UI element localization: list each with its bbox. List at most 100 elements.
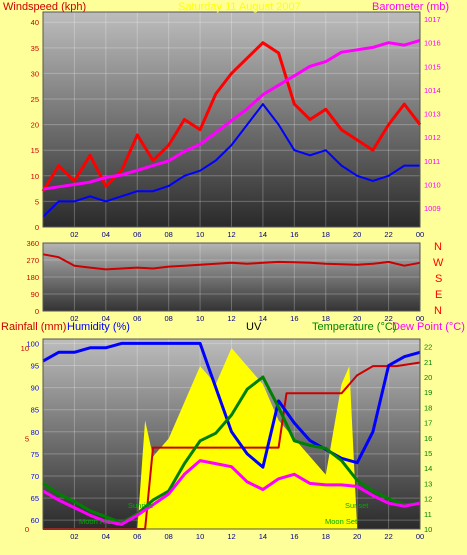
wind-x-tick-label: 10 — [196, 230, 204, 239]
wind-x-tick-label: 06 — [133, 230, 141, 239]
wind-tick-label: 5 — [35, 197, 39, 206]
humidity-tick-label: 85 — [31, 406, 39, 415]
uv-axis-label: UV — [246, 321, 262, 333]
chart-marks — [41, 38, 422, 530]
direction-tick-label: 90 — [31, 290, 39, 299]
chart-date-title: Saturday 11 August 2007 — [178, 1, 301, 13]
humidity-line — [42, 341, 421, 469]
temperature-tick-label: 10 — [424, 525, 432, 534]
temperature-tick-label: 16 — [424, 434, 432, 443]
temperature-tick-label: 19 — [424, 388, 432, 397]
direction-x-tick-label: 08 — [164, 314, 172, 323]
barometer-tick-label: 1010 — [424, 180, 441, 189]
wind-x-tick-label: 20 — [353, 230, 361, 239]
sunset-annotation: Sunset — [345, 501, 369, 510]
direction-x-tick-label: 14 — [259, 314, 267, 323]
temperature-tick-label: 12 — [424, 495, 432, 504]
panel-border — [42, 242, 421, 312]
sunrise-annotation: Sunrise — [128, 501, 153, 510]
humidity-tick-label: 75 — [31, 450, 39, 459]
wind-x-tick-label: 14 — [259, 230, 267, 239]
barometer-tick-label: 1017 — [424, 15, 441, 24]
compass-w: W — [433, 257, 444, 269]
rain-x-tick-label: 08 — [164, 532, 172, 541]
moonset-annotation: Moon Set — [325, 517, 358, 526]
panel-border — [42, 11, 421, 228]
barometer-tick-label: 1015 — [424, 62, 441, 71]
axis-ticks: 0510152025303540100910101011101210131014… — [21, 11, 441, 541]
temperature-line — [42, 375, 421, 525]
rainfall-axis-label: Rainfall (mm) — [1, 321, 66, 333]
windspeed-axis-label: Windspeed (kph) — [3, 1, 86, 13]
dewpoint-axis-label: Dew Point (°C) — [392, 321, 465, 333]
direction-x-tick-label: 02 — [70, 314, 78, 323]
wind-tick-label: 0 — [35, 223, 39, 232]
humidity-tick-label: 95 — [31, 362, 39, 371]
temperature-tick-label: 22 — [424, 343, 432, 352]
humidity-tick-label: 60 — [31, 516, 39, 525]
barometer-tick-label: 1012 — [424, 133, 441, 142]
direction-x-tick-label: 00 — [416, 314, 424, 323]
wind-tick-label: 10 — [31, 172, 39, 181]
humidity-tick-label: 70 — [31, 472, 39, 481]
wind-tick-label: 15 — [31, 146, 39, 155]
compass-n-bottom: N — [434, 305, 442, 317]
rain-x-tick-label: 16 — [290, 532, 298, 541]
temperature-tick-label: 14 — [424, 464, 432, 473]
direction-line — [42, 253, 421, 271]
barometer-axis-label: Barometer (mb) — [372, 1, 449, 13]
rain-x-tick-label: 00 — [416, 532, 424, 541]
humidity-tick-label: 100 — [26, 339, 39, 348]
rain-tick-label: 10 — [21, 344, 29, 353]
rain-x-tick-label: 22 — [384, 532, 392, 541]
temperature-tick-label: 13 — [424, 479, 432, 488]
temperature-axis-label: Temperature (°C) — [312, 321, 396, 333]
wind-tick-label: 20 — [31, 121, 39, 130]
direction-tick-label: 360 — [26, 239, 39, 248]
rain-x-tick-label: 18 — [322, 532, 330, 541]
wind-x-tick-label: 00 — [416, 230, 424, 239]
temperature-tick-label: 11 — [424, 510, 432, 519]
rainfall-line — [43, 361, 421, 530]
wind-x-tick-label: 12 — [227, 230, 235, 239]
humidity-tick-label: 90 — [31, 384, 39, 393]
direction-x-tick-label: 10 — [196, 314, 204, 323]
gust-line — [41, 41, 422, 192]
direction-tick-label: 0 — [35, 307, 39, 316]
rain-x-tick-label: 14 — [259, 532, 267, 541]
compass-s: S — [435, 273, 442, 285]
direction-tick-label: 180 — [26, 273, 39, 282]
wind-x-tick-label: 02 — [70, 230, 78, 239]
wind-x-tick-label: 04 — [102, 230, 110, 239]
barometer-line — [42, 38, 421, 191]
rain-x-tick-label: 10 — [196, 532, 204, 541]
wind-x-tick-label: 18 — [322, 230, 330, 239]
temperature-tick-label: 15 — [424, 449, 432, 458]
moonrise-annotation: Moon Rise — [79, 517, 115, 526]
rain-x-tick-label: 20 — [353, 532, 361, 541]
wind-tick-label: 35 — [31, 44, 39, 53]
wind-x-tick-label: 16 — [290, 230, 298, 239]
direction-x-tick-label: 06 — [133, 314, 141, 323]
panel-direction-bg — [43, 243, 420, 311]
temperature-tick-label: 20 — [424, 373, 432, 382]
direction-x-tick-label: 16 — [290, 314, 298, 323]
panel-border — [42, 338, 421, 530]
direction-x-tick-label: 04 — [102, 314, 110, 323]
wind-x-tick-label: 08 — [164, 230, 172, 239]
humidity-tick-label: 80 — [31, 428, 39, 437]
temperature-tick-label: 17 — [424, 419, 432, 428]
compass-e: E — [435, 289, 442, 301]
barometer-tick-label: 1014 — [424, 86, 441, 95]
barometer-tick-label: 1011 — [424, 157, 440, 166]
temperature-tick-label: 18 — [424, 403, 432, 412]
wind-x-tick-label: 22 — [384, 230, 392, 239]
direction-x-tick-label: 18 — [322, 314, 330, 323]
rain-x-tick-label: 04 — [102, 532, 110, 541]
humidity-axis-label: Humidity (%) — [67, 321, 130, 333]
wind-tick-label: 40 — [31, 18, 39, 27]
dewpoint-line — [42, 459, 421, 526]
humidity-tick-label: 65 — [31, 494, 39, 503]
wind-tick-label: 30 — [31, 69, 39, 78]
